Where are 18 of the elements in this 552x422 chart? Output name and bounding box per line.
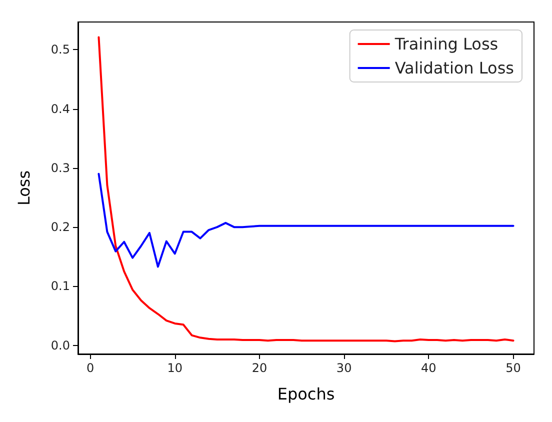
legend-label: Validation Loss <box>394 58 514 78</box>
x-tick-label: 40 <box>421 361 436 375</box>
x-tick-label: 30 <box>336 361 352 375</box>
x-tick-label: 0 <box>86 361 94 375</box>
y-tick-label: 0.5 <box>50 42 70 57</box>
x-tick-label: 20 <box>252 361 268 375</box>
y-tick-label: 0.1 <box>50 279 70 294</box>
line-series <box>98 172 514 268</box>
line-series <box>98 36 514 342</box>
y-tick-label: 0.2 <box>50 220 70 234</box>
x-tick-label: 50 <box>506 361 521 375</box>
y-tick-label: 0.0 <box>50 338 70 352</box>
y-tick-label: 0.3 <box>50 160 70 175</box>
y-tick-label: 0.4 <box>50 102 70 116</box>
legend-label: Training Loss <box>394 34 498 54</box>
y-axis-title: Loss <box>14 170 34 206</box>
x-tick-label: 10 <box>167 361 183 375</box>
x-axis-title: Epochs <box>277 384 335 404</box>
